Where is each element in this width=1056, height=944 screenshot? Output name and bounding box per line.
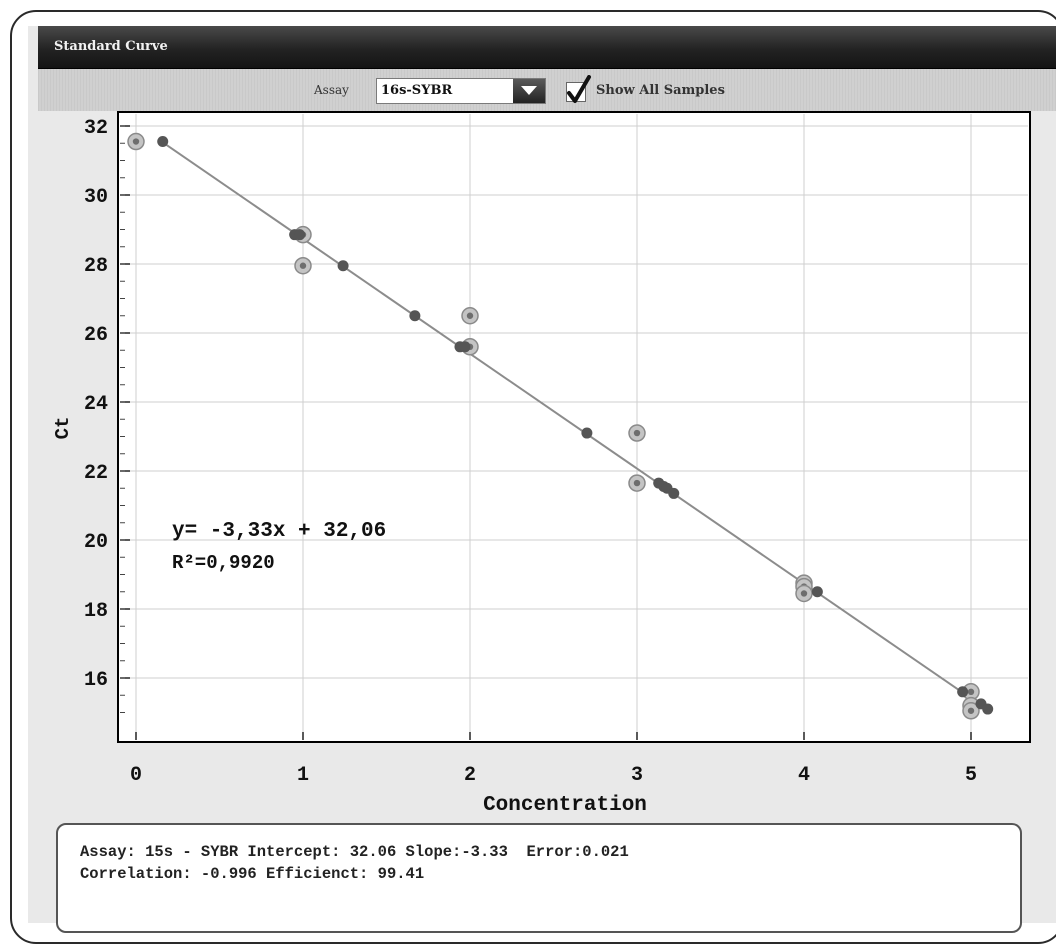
solid-data-point <box>581 427 593 439</box>
standard-curve-chart: 0 1 2 3 4 5 16 18 20 22 24 26 28 30 32 y= -3,33x + 32… <box>52 111 1031 817</box>
x-tick-labels: 0 1 2 3 4 5 <box>130 764 977 787</box>
y-tick-label: 32 <box>84 117 108 140</box>
summary-panel: Assay: 15s - SYBR Intercept: 32.06 Slope… <box>56 823 1022 933</box>
ringed-data-point <box>628 474 646 492</box>
solid-data-point <box>668 487 680 499</box>
point-inner-dot <box>967 707 975 714</box>
solid-data-point <box>811 586 823 598</box>
r-squared-text: R²=0,9920 <box>172 552 275 574</box>
ringed-data-point <box>127 132 145 151</box>
checkmark-icon <box>567 75 591 103</box>
point-inner-dot <box>633 479 641 487</box>
x-gridlines <box>135 114 972 740</box>
assay-label: Assay <box>314 83 349 97</box>
toolbar <box>38 69 1056 111</box>
assay-dropdown-value: 16s-SYBR <box>381 83 453 98</box>
y-tick-label: 30 <box>84 186 108 209</box>
x-tick-label: 0 <box>130 764 142 787</box>
x-tick-label: 5 <box>965 764 977 787</box>
dropdown-arrow-button[interactable] <box>513 79 545 103</box>
summary-line-2: Correlation: -0.996 Efficienct: 99.41 <box>80 865 425 883</box>
solid-data-point <box>337 260 349 272</box>
x-axis-label: Concentration <box>483 794 647 817</box>
data-points <box>127 132 994 720</box>
y-tick-label: 26 <box>84 324 108 347</box>
ringed-data-point <box>461 307 479 325</box>
x-tick-label: 4 <box>798 764 810 787</box>
y-tick-label: 28 <box>84 255 108 278</box>
point-inner-dot <box>967 688 975 695</box>
y-tick-label: 20 <box>84 531 108 554</box>
chevron-down-icon <box>521 86 537 95</box>
point-inner-dot <box>132 138 140 145</box>
ringed-data-point <box>795 584 813 603</box>
x-tick-label: 3 <box>631 764 643 787</box>
solid-data-point <box>459 341 471 353</box>
solid-data-point <box>409 310 421 322</box>
y-tick-label: 16 <box>84 669 108 692</box>
ringed-data-point <box>962 702 980 720</box>
point-inner-dot <box>299 262 307 269</box>
show-all-samples-checkbox[interactable] <box>566 75 591 103</box>
y-axis-label: Ct <box>52 417 74 440</box>
equation-text: y= -3,33x + 32,06 <box>172 520 386 543</box>
solid-data-point <box>294 229 306 241</box>
solid-data-point <box>957 686 969 698</box>
y-gridlines <box>120 125 1028 679</box>
point-inner-dot <box>800 590 808 597</box>
assay-dropdown[interactable]: 16s-SYBR <box>376 78 546 104</box>
window-title: Standard Curve <box>54 39 168 54</box>
summary-line-1: Assay: 15s - SYBR Intercept: 32.06 Slope… <box>80 843 629 861</box>
y-tick-label: 22 <box>84 462 108 485</box>
ringed-data-point <box>628 424 646 442</box>
solid-data-point <box>157 136 169 148</box>
y-minor-ticks <box>120 125 125 713</box>
point-inner-dot <box>633 429 641 437</box>
y-tick-labels: 16 18 20 22 24 26 28 30 32 <box>84 117 108 692</box>
x-tick-label: 1 <box>297 764 309 787</box>
x-tick-label: 2 <box>464 764 476 787</box>
point-inner-dot <box>466 312 474 319</box>
y-tick-label: 18 <box>84 600 108 623</box>
solid-data-point <box>982 703 994 715</box>
window-title-bar: Standard Curve <box>38 26 1056 69</box>
y-tick-label: 24 <box>84 393 108 416</box>
ringed-data-point <box>294 256 312 275</box>
show-all-samples-label: Show All Samples <box>596 83 725 98</box>
